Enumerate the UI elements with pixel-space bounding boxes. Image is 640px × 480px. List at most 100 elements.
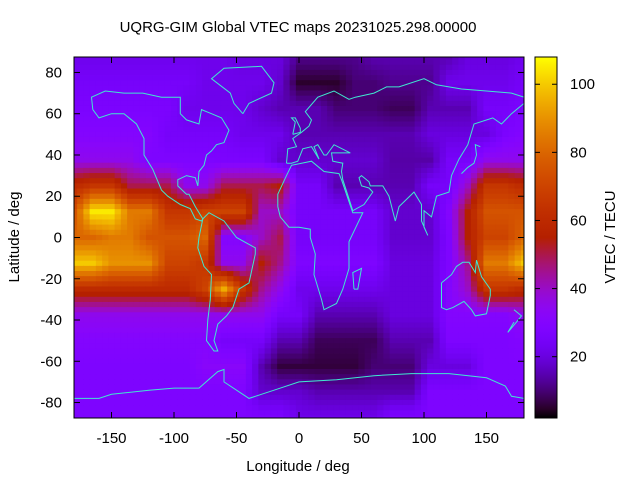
heatmap-cell — [414, 100, 422, 107]
heatmap-cell — [433, 234, 441, 241]
heatmap-cell — [158, 338, 166, 344]
heatmap-cell — [508, 152, 516, 158]
heatmap-cell — [433, 121, 441, 128]
heatmap-cell — [220, 260, 228, 267]
heatmap-cell — [320, 193, 328, 200]
heatmap-cell — [233, 95, 241, 102]
heatmap-cell — [377, 105, 384, 112]
heatmap-cell — [333, 327, 341, 334]
heatmap-cell — [464, 338, 472, 344]
heatmap-cell — [483, 317, 491, 323]
heatmap-cell — [452, 162, 459, 169]
heatmap-cell — [208, 167, 216, 174]
heatmap-cell — [152, 379, 159, 385]
heatmap-cell — [445, 214, 453, 220]
heatmap-cell — [520, 178, 524, 184]
heatmap-cell — [495, 374, 503, 380]
heatmap-cell — [183, 75, 191, 81]
heatmap-cell — [283, 281, 291, 287]
heatmap-cell — [252, 105, 259, 112]
heatmap-cell — [95, 245, 103, 251]
heatmap-cell — [177, 322, 184, 329]
heatmap-cell — [427, 338, 434, 344]
heatmap-cell — [502, 240, 509, 246]
heatmap-cell — [470, 240, 478, 246]
heatmap-cell — [445, 348, 453, 354]
heatmap-cell — [295, 332, 303, 339]
heatmap-cell — [514, 111, 522, 117]
heatmap-cell — [202, 322, 209, 329]
heatmap-cell — [102, 90, 109, 97]
heatmap-cell — [83, 131, 91, 138]
heatmap-cell — [339, 358, 347, 365]
heatmap-cell — [414, 90, 422, 97]
heatmap-cell — [358, 219, 366, 226]
heatmap-cell — [295, 301, 303, 308]
heatmap-cell — [183, 353, 191, 360]
heatmap-cell — [483, 307, 491, 313]
heatmap-cell — [352, 100, 359, 107]
heatmap-cell — [445, 131, 453, 138]
heatmap-cell — [433, 322, 441, 329]
heatmap-cell — [95, 307, 103, 313]
heatmap-cell — [277, 131, 284, 138]
heatmap-cell — [464, 271, 472, 277]
heatmap-cell — [477, 389, 484, 396]
heatmap-cell — [158, 260, 166, 267]
heatmap-cell — [252, 209, 259, 215]
heatmap-cell — [383, 229, 391, 236]
heatmap-cell — [489, 116, 497, 122]
heatmap-cell — [177, 173, 184, 179]
heatmap-cell — [139, 405, 147, 411]
heatmap-cell — [402, 312, 409, 318]
heatmap-cell — [108, 291, 116, 298]
heatmap-cell — [333, 131, 341, 138]
heatmap-cell — [427, 219, 434, 226]
heatmap-cell — [458, 353, 466, 360]
heatmap-cell — [352, 384, 359, 391]
heatmap-cell — [158, 399, 166, 406]
heatmap-cell — [320, 276, 328, 282]
heatmap-cell — [314, 358, 322, 365]
heatmap-cell — [439, 121, 447, 128]
heatmap-cell — [364, 322, 372, 329]
heatmap-cell — [195, 173, 203, 179]
heatmap-cell — [189, 111, 197, 117]
heatmap-cell — [214, 384, 222, 391]
heatmap-cell — [208, 188, 216, 195]
heatmap-cell — [308, 317, 316, 323]
heatmap-cell — [452, 95, 459, 102]
heatmap-cell — [408, 358, 416, 365]
heatmap-cell — [295, 198, 303, 205]
heatmap-cell — [139, 276, 147, 282]
heatmap-cell — [370, 291, 378, 298]
heatmap-cell — [77, 178, 84, 184]
heatmap-cell — [245, 198, 253, 205]
heatmap-cell — [195, 363, 203, 370]
heatmap-cell — [74, 405, 78, 411]
heatmap-cell — [277, 255, 284, 262]
heatmap-cell — [514, 85, 522, 91]
heatmap-cell — [327, 69, 334, 76]
heatmap-cell — [108, 173, 116, 179]
heatmap-cell — [139, 234, 147, 241]
heatmap-cell — [120, 281, 128, 287]
heatmap-cell — [208, 384, 216, 391]
heatmap-cell — [227, 343, 234, 349]
heatmap-cell — [233, 389, 241, 396]
heatmap-cell — [289, 343, 297, 349]
heatmap-cell — [520, 105, 524, 112]
heatmap-cell — [333, 332, 341, 339]
heatmap-cell — [227, 147, 234, 153]
heatmap-cell — [402, 69, 409, 76]
heatmap-cell — [89, 131, 97, 138]
heatmap-cell — [383, 95, 391, 102]
heatmap-cell — [164, 271, 172, 277]
heatmap-cell — [114, 327, 122, 334]
heatmap-cell — [327, 374, 334, 380]
heatmap-cell — [183, 307, 191, 313]
heatmap-cell — [208, 394, 216, 401]
heatmap-cell — [183, 384, 191, 391]
heatmap-cell — [389, 178, 397, 184]
heatmap-cell — [470, 296, 478, 303]
